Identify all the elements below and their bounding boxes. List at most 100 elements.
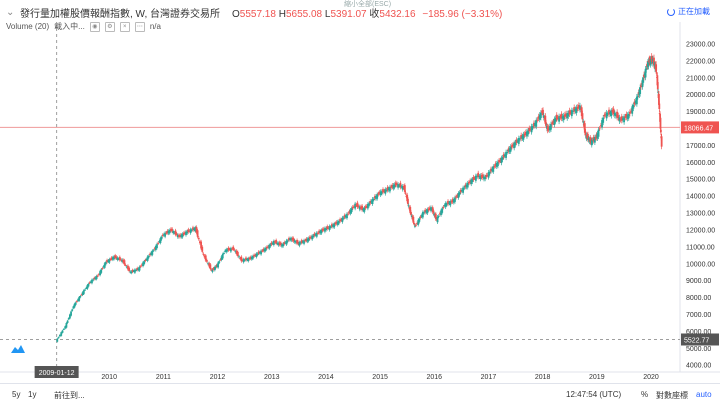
candle-body[interactable] [630, 110, 632, 112]
candle-body[interactable] [546, 126, 549, 131]
candle-body[interactable] [484, 176, 487, 180]
candle-body[interactable] [447, 200, 449, 205]
candle-body[interactable] [528, 127, 531, 132]
candle-body[interactable] [386, 187, 389, 191]
candle-body[interactable] [553, 118, 556, 125]
candle-body[interactable] [619, 119, 622, 121]
candle-body[interactable] [547, 126, 550, 130]
candle-body[interactable] [361, 205, 363, 210]
candle-body[interactable] [231, 248, 233, 250]
candle-body[interactable] [72, 306, 75, 309]
candle-body[interactable] [465, 184, 468, 188]
candle-body[interactable] [84, 289, 86, 291]
candle-body[interactable] [424, 209, 427, 213]
candle-body[interactable] [389, 186, 391, 192]
candle-body[interactable] [80, 294, 83, 296]
candle-body[interactable] [178, 235, 180, 237]
candle-body[interactable] [324, 228, 326, 232]
candle-body[interactable] [454, 197, 456, 202]
candle-body[interactable] [69, 314, 71, 319]
candle-body[interactable] [115, 256, 118, 259]
candle-body[interactable] [267, 246, 269, 248]
candle-body[interactable] [172, 231, 175, 234]
candle-body[interactable] [301, 241, 304, 243]
candle-body[interactable] [512, 144, 514, 147]
range-1y-button[interactable]: 1y [28, 390, 37, 399]
candle-body[interactable] [382, 189, 384, 193]
candle-body[interactable] [174, 230, 177, 235]
candle-body[interactable] [515, 139, 518, 143]
candle-body[interactable] [122, 259, 125, 263]
candle-body[interactable] [573, 107, 576, 112]
candle-body[interactable] [300, 240, 303, 243]
candle-body[interactable] [71, 309, 74, 311]
candle-body[interactable] [156, 244, 158, 249]
candle-body[interactable] [450, 201, 453, 203]
candle-body[interactable] [333, 223, 336, 228]
candle-body[interactable] [311, 235, 314, 240]
candle-body[interactable] [599, 125, 602, 127]
candle-body[interactable] [658, 113, 661, 115]
candle-body[interactable] [413, 223, 416, 225]
candle-body[interactable] [443, 205, 446, 207]
candle-body[interactable] [142, 262, 144, 267]
candle-body[interactable] [420, 215, 423, 217]
candle-body[interactable] [645, 68, 648, 70]
candle-body[interactable] [124, 264, 127, 266]
candle-body[interactable] [282, 243, 285, 247]
candle-body[interactable] [265, 246, 268, 249]
candle-body[interactable] [373, 196, 376, 199]
candle-body[interactable] [357, 206, 360, 208]
candle-body[interactable] [96, 275, 99, 277]
candle-body[interactable] [268, 244, 271, 249]
candle-body[interactable] [144, 259, 147, 261]
candle-body[interactable] [409, 207, 412, 214]
candle-body[interactable] [590, 140, 593, 146]
settings-icon[interactable]: ⚙ [104, 21, 115, 32]
candle-body[interactable] [545, 122, 548, 125]
candle-body[interactable] [524, 131, 527, 135]
candle-body[interactable] [552, 121, 555, 123]
candle-body[interactable] [659, 129, 662, 133]
candle-body[interactable] [263, 248, 266, 252]
log-scale-toggle[interactable]: 對數座標 [656, 391, 688, 400]
candle-body[interactable] [60, 332, 63, 336]
candle-body[interactable] [492, 166, 495, 172]
candle-body[interactable] [336, 221, 339, 225]
candle-body[interactable] [617, 115, 620, 119]
candle-body[interactable] [407, 205, 410, 207]
candle-body[interactable] [504, 154, 506, 156]
candle-body[interactable] [378, 192, 381, 194]
candle-body[interactable] [161, 234, 164, 236]
tradingview-logo-icon[interactable] [10, 343, 26, 355]
candle-body[interactable] [640, 85, 642, 88]
candle-body[interactable] [375, 195, 377, 199]
candle-body[interactable] [398, 185, 401, 187]
candle-body[interactable] [331, 224, 333, 227]
candle-body[interactable] [214, 266, 217, 269]
candle-body[interactable] [656, 82, 659, 90]
candle-body[interactable] [423, 212, 425, 214]
candle-body[interactable] [633, 101, 636, 105]
candle-body[interactable] [78, 296, 81, 301]
candle-body[interactable] [146, 256, 149, 261]
candle-body[interactable] [431, 207, 434, 213]
candle-body[interactable] [190, 229, 193, 231]
candle-body[interactable] [217, 262, 220, 268]
candle-body[interactable] [500, 157, 503, 164]
candle-body[interactable] [125, 266, 128, 268]
candle-body[interactable] [507, 148, 510, 152]
candle-body[interactable] [285, 240, 288, 245]
candle-body[interactable] [79, 296, 82, 298]
candle-body[interactable] [167, 230, 170, 234]
candle-body[interactable] [464, 184, 467, 188]
candle-body[interactable] [527, 130, 530, 135]
candle-body[interactable] [334, 222, 337, 225]
candle-body[interactable] [246, 259, 249, 261]
candle-body[interactable] [554, 117, 557, 122]
candle-body[interactable] [74, 302, 77, 305]
candle-body[interactable] [364, 206, 367, 209]
candle-body[interactable] [486, 174, 489, 176]
candle-body[interactable] [157, 242, 160, 244]
candle-body[interactable] [207, 263, 209, 265]
